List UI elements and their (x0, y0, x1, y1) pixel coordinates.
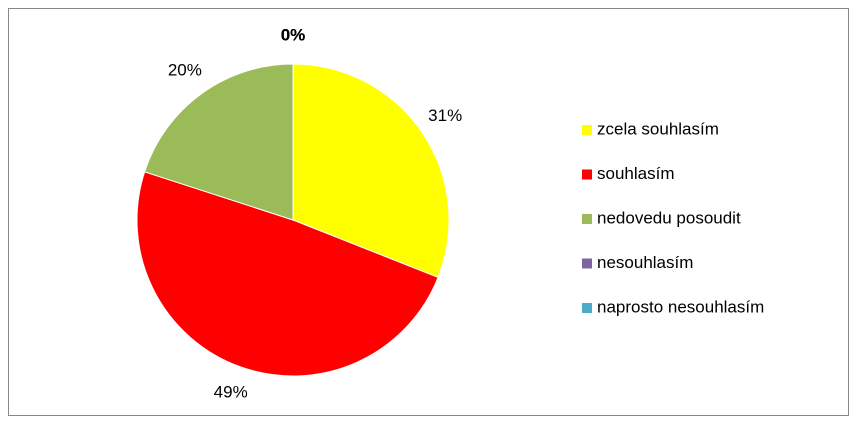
pie-slice (144, 63, 294, 221)
data-label: 0% (281, 25, 306, 44)
data-label: 0% (281, 25, 306, 44)
pie-slice (292, 63, 450, 279)
legend-swatch (582, 214, 592, 224)
pie-slice (136, 171, 439, 377)
legend-label: naprosto nesouhlasím (597, 297, 764, 316)
legend-label: nesouhlasím (597, 253, 693, 272)
legend-label: zcela souhlasím (597, 119, 719, 138)
legend-swatch (582, 169, 592, 180)
data-label: 20% (168, 61, 202, 80)
legend-label: souhlasím (597, 164, 674, 183)
data-label: 49% (214, 383, 248, 402)
data-label: 31% (428, 106, 462, 125)
legend-swatch (582, 125, 592, 135)
legend-label: nedovedu posoudit (597, 208, 741, 227)
legend-swatch (582, 303, 592, 313)
legend-swatch (582, 258, 592, 269)
